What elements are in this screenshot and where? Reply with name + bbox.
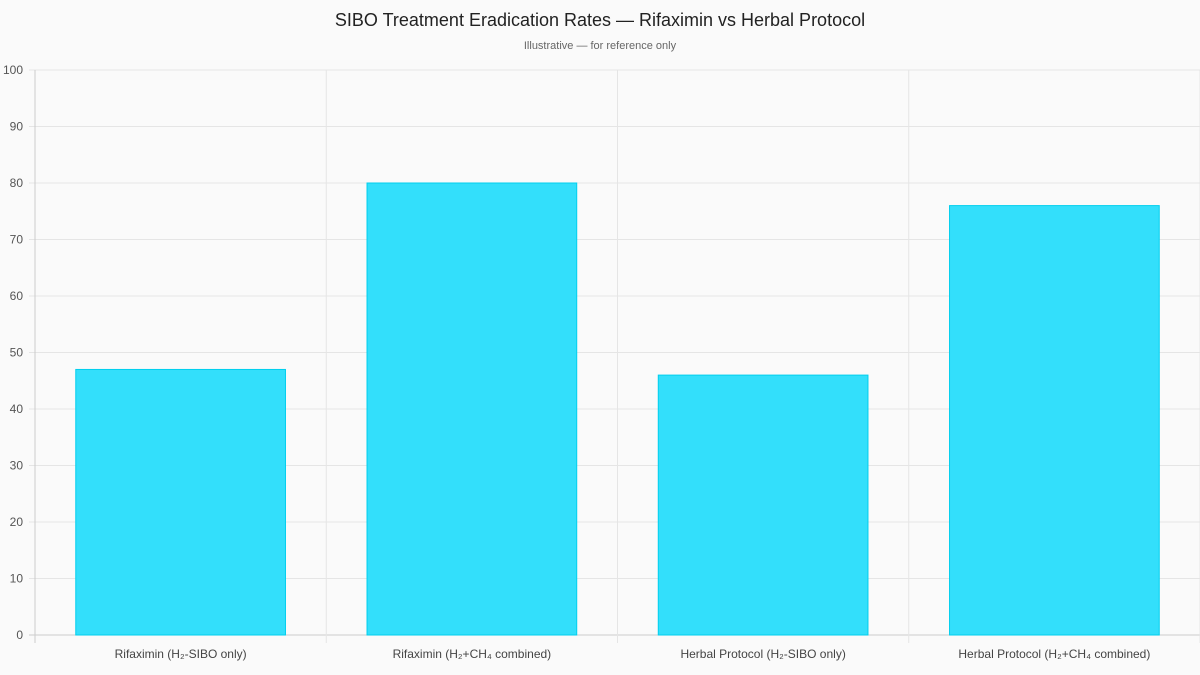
y-tick-label: 80: [10, 176, 24, 190]
x-tick-label: Rifaximin (H₂+CH₄ combined): [393, 647, 552, 661]
bar: [657, 374, 869, 636]
y-tick-label: 100: [3, 63, 23, 77]
y-tick-label: 60: [10, 289, 24, 303]
bar: [366, 182, 578, 636]
y-tick-label: 30: [10, 459, 24, 473]
x-tick-label: Herbal Protocol (H₂-SIBO only): [680, 647, 845, 661]
y-tick-label: 0: [16, 628, 23, 642]
chart-subtitle: Illustrative — for reference only: [523, 40, 677, 52]
y-tick-label: 20: [10, 515, 24, 529]
y-tick-label: 90: [10, 120, 24, 134]
bar: [949, 205, 1160, 636]
x-tick-label: Rifaximin (H₂-SIBO only): [115, 647, 247, 661]
bar: [75, 368, 286, 636]
x-tick-label: Herbal Protocol (H₂+CH₄ combined): [958, 647, 1150, 661]
y-tick-label: 70: [10, 233, 24, 247]
chart-title: SIBO Treatment Eradication Rates — Rifax…: [334, 10, 866, 30]
y-tick-label: 10: [10, 572, 24, 586]
y-tick-label: 50: [10, 346, 24, 360]
y-tick-label: 40: [10, 402, 24, 416]
